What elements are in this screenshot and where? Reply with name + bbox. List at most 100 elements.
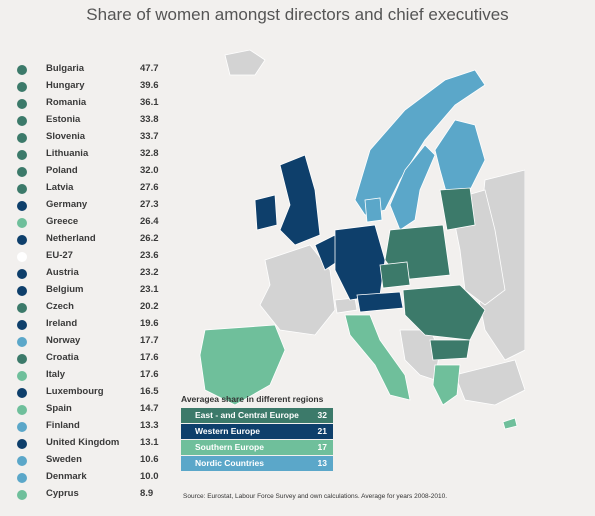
country-row: Spain 14.7: [14, 402, 164, 419]
country-row: Lithuania 32.8: [14, 147, 164, 164]
region-dot-icon: [17, 133, 27, 143]
region-dot-icon: [17, 439, 27, 449]
country-value: 13.3: [140, 420, 159, 431]
country-value: 10.0: [140, 471, 159, 482]
region-dot-icon: [17, 235, 27, 245]
region-dot-icon: [17, 422, 27, 432]
map-region-turkey: [454, 359, 525, 406]
country-value: 17.7: [140, 335, 159, 346]
region-dot-icon: [17, 371, 27, 381]
country-name: Sweden: [46, 454, 82, 465]
region-dot-icon: [17, 184, 27, 194]
legend-rows: East - and Central Europe 32 Western Europ…: [181, 408, 333, 471]
country-name: Norway: [46, 335, 81, 346]
country-row: Austria 23.2: [14, 266, 164, 283]
region-dot-icon: [17, 150, 27, 160]
country-name: Greece: [46, 216, 79, 227]
legend-item-value: 17: [317, 442, 327, 452]
country-value: 10.6: [140, 454, 159, 465]
legend-item-label: East - and Central Europe: [195, 410, 299, 420]
country-name: Estonia: [46, 114, 81, 125]
country-row: Croatia 17.6: [14, 351, 164, 368]
country-value: 39.6: [140, 80, 159, 91]
country-row: Poland 32.0: [14, 164, 164, 181]
country-name: Ireland: [46, 318, 78, 329]
map-region-cyprus: [502, 417, 518, 430]
map-region-denmark: [364, 197, 383, 223]
country-name: Italy: [46, 369, 66, 380]
region-dot-icon: [17, 303, 27, 313]
region-dot-icon: [17, 82, 27, 92]
map-region-baltics: [439, 187, 476, 231]
country-name: Lithuania: [46, 148, 89, 159]
country-value: 20.2: [140, 301, 159, 312]
region-legend: Averagea share in different regions East…: [181, 394, 333, 472]
country-name: Bulgaria: [46, 63, 85, 74]
country-row: United Kingdom 13.1: [14, 436, 164, 453]
country-name: EU-27: [46, 250, 73, 261]
legend-item-value: 32: [317, 410, 327, 420]
country-value: 16.5: [140, 386, 159, 397]
country-row: Italy 17.6: [14, 368, 164, 385]
region-dot-icon: [17, 252, 27, 262]
region-dot-icon: [17, 218, 27, 228]
country-value: 26.2: [140, 233, 159, 244]
country-value: 19.6: [140, 318, 159, 329]
country-value: 32.0: [140, 165, 159, 176]
legend-title: Averagea share in different regions: [181, 394, 324, 404]
region-dot-icon: [17, 490, 27, 500]
country-name: Croatia: [46, 352, 79, 363]
country-row: Hungary 39.6: [14, 79, 164, 96]
country-name: Denmark: [46, 471, 87, 482]
legend-item-value: 21: [317, 426, 327, 436]
country-name: Luxembourg: [46, 386, 104, 397]
legend-item: Western Europe 21: [181, 424, 333, 439]
region-dot-icon: [17, 320, 27, 330]
country-row: Ireland 19.6: [14, 317, 164, 334]
country-value: 26.4: [140, 216, 159, 227]
map-region-finland: [434, 119, 486, 196]
legend-item: Nordic Countries 13: [181, 456, 333, 471]
country-value: 23.6: [140, 250, 159, 261]
country-name: Spain: [46, 403, 72, 414]
region-dot-icon: [17, 354, 27, 364]
country-value: 13.1: [140, 437, 159, 448]
country-row: Belgium 23.1: [14, 283, 164, 300]
country-value: 33.7: [140, 131, 159, 142]
country-value: 17.6: [140, 369, 159, 380]
map-region-france: [259, 244, 336, 336]
country-name: Czech: [46, 301, 74, 312]
country-value: 32.8: [140, 148, 159, 159]
country-row: Bulgaria 47.7: [14, 62, 164, 79]
country-name: Netherland: [46, 233, 96, 244]
country-value: 27.3: [140, 199, 159, 210]
country-value: 33.8: [140, 114, 159, 125]
country-name: Cyprus: [46, 488, 79, 499]
country-row: Norway 17.7: [14, 334, 164, 351]
map-region-greece: [432, 364, 461, 406]
country-name: Latvia: [46, 182, 74, 193]
region-dot-icon: [17, 116, 27, 126]
map-region-uk: [279, 154, 321, 246]
country-row: Germany 27.3: [14, 198, 164, 215]
map-region-bulgaria: [429, 339, 471, 361]
map-region-italy: [344, 314, 411, 401]
map-region-ireland: [254, 194, 278, 231]
region-dot-icon: [17, 167, 27, 177]
country-list: Bulgaria 47.7 Hungary 39.6 Romania 36.1 Estoni…: [14, 62, 164, 504]
europe-map: [199, 49, 525, 430]
country-name: Poland: [46, 165, 78, 176]
region-dot-icon: [17, 337, 27, 347]
country-row: Latvia 27.6: [14, 181, 164, 198]
region-dot-icon: [17, 388, 27, 398]
country-value: 47.7: [140, 63, 159, 74]
map-region-czech: [379, 261, 411, 289]
country-row: Slovenia 33.7: [14, 130, 164, 147]
map-region-sweden: [389, 144, 436, 231]
map-region-iberia: [199, 324, 286, 406]
country-name: Hungary: [46, 80, 85, 91]
country-value: 27.6: [140, 182, 159, 193]
source-note: Source: Eurostat, Labour Force Survey an…: [183, 493, 448, 500]
map-region-iceland: [224, 49, 266, 76]
country-row: Luxembourg 16.5: [14, 385, 164, 402]
